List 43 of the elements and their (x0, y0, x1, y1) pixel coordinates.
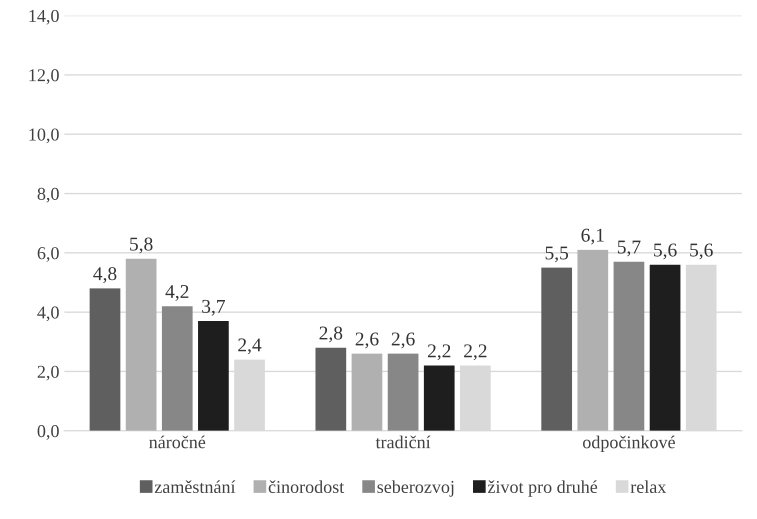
data-label: 5,5 (546, 246, 568, 262)
legend-label: činorodost (268, 480, 344, 494)
data-label: 2,2 (428, 344, 450, 360)
bar (352, 354, 382, 431)
bar (126, 258, 156, 431)
data-label: 5,8 (130, 238, 153, 254)
data-label: 4,8 (93, 267, 116, 284)
bar (198, 321, 229, 431)
y-tick-label: 14,0 (29, 10, 59, 25)
data-label: 5,6 (690, 244, 713, 260)
y-tick-label: 4,0 (37, 306, 59, 322)
bar (90, 288, 120, 431)
bar (388, 354, 418, 431)
y-tick-label: 2,0 (38, 366, 59, 380)
bar (541, 268, 572, 431)
bar (614, 262, 644, 431)
data-label: 5,6 (654, 244, 677, 260)
data-label: 5,7 (618, 240, 641, 256)
y-tick-label: 8,0 (38, 188, 59, 203)
y-tick-label: 10,0 (29, 128, 59, 144)
y-tick-label: 12,0 (29, 69, 59, 84)
x-tick-label: náročné (149, 436, 206, 448)
data-label: 4,2 (165, 285, 188, 301)
legend-label: zaměstnání (154, 480, 236, 494)
legend-label: seberozvoj (377, 480, 454, 497)
data-label: 2,6 (392, 332, 415, 348)
bar (315, 348, 346, 431)
data-label: 2,6 (356, 332, 379, 348)
x-tick-label: odpočinkové (582, 436, 675, 452)
bar (162, 306, 193, 431)
legend-label: relax (630, 480, 666, 494)
bar (424, 366, 455, 431)
bar (650, 264, 680, 431)
legend-label: život pro druhé (488, 480, 598, 497)
data-label: 2,4 (238, 338, 262, 354)
bar (577, 250, 608, 431)
data-label: 2,8 (320, 326, 342, 342)
x-tick-label: tradiční (376, 436, 430, 448)
y-tick-label: 6,0 (38, 247, 59, 262)
data-label: 6,1 (581, 228, 604, 245)
data-label: 3,7 (202, 300, 225, 316)
data-label: 2,2 (464, 344, 486, 360)
y-tick-label: 0,0 (38, 425, 59, 440)
